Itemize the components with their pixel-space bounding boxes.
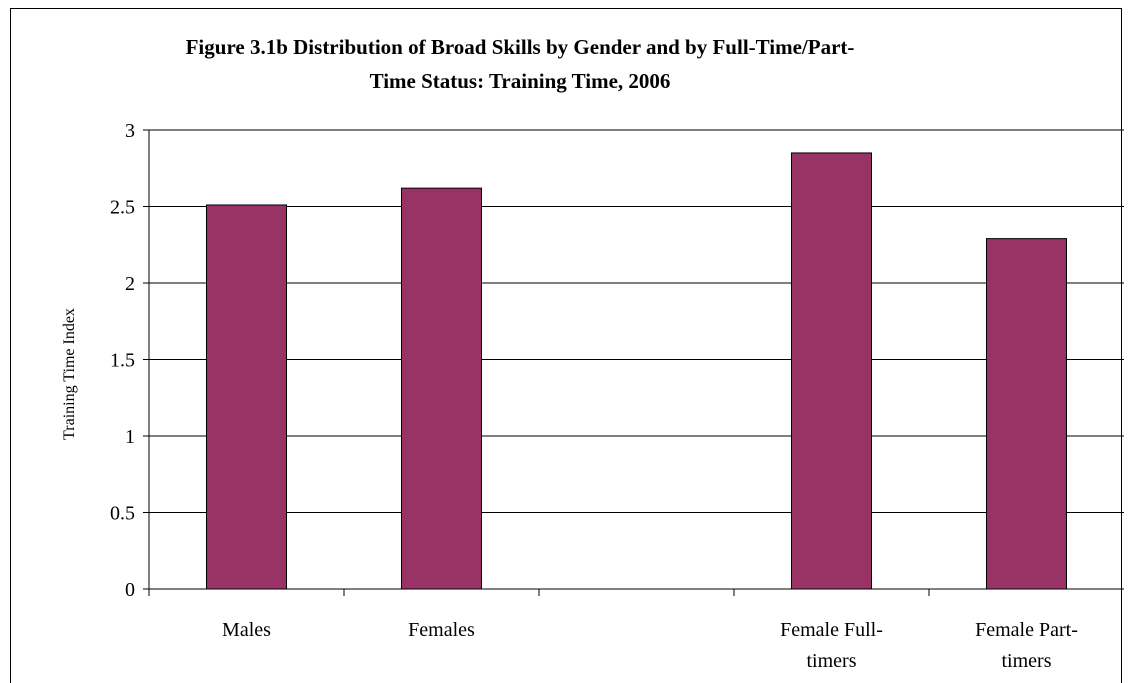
bar bbox=[791, 152, 872, 590]
x-category-label: Females bbox=[408, 619, 475, 641]
y-tick-label: 0 bbox=[125, 579, 135, 601]
bar bbox=[206, 204, 287, 590]
bar bbox=[401, 187, 482, 590]
labels: 0 0.5 1 1.5 2 2.5 3 Males Females Female Full-tim… bbox=[110, 120, 1078, 672]
chart-title-line1: Figure 3.1b Distribution of Broad Skills… bbox=[185, 35, 855, 59]
x-category-label: timers bbox=[807, 650, 857, 672]
x-category-label: Female Part- bbox=[975, 619, 1078, 641]
y-tick-label: 3 bbox=[125, 120, 135, 142]
y-axis-label: Training Time Index bbox=[61, 308, 78, 440]
x-category-label: Female Full- bbox=[780, 619, 883, 641]
axes bbox=[143, 129, 1124, 596]
chart-title-line2: Time Status: Training Time, 2006 bbox=[369, 69, 671, 93]
x-category-label: Males bbox=[222, 619, 271, 641]
chart-frame bbox=[10, 8, 1122, 683]
y-tick-label: 2 bbox=[125, 273, 135, 295]
y-tick-label: 1.5 bbox=[110, 350, 135, 372]
y-tick-label: 2.5 bbox=[110, 197, 135, 219]
y-tick-label: 1 bbox=[125, 426, 135, 448]
x-category-label: timers bbox=[1002, 650, 1052, 672]
y-tick-label: 0.5 bbox=[110, 503, 135, 525]
bars bbox=[206, 152, 1067, 590]
gridlines bbox=[149, 129, 1124, 513]
bar bbox=[986, 238, 1067, 590]
